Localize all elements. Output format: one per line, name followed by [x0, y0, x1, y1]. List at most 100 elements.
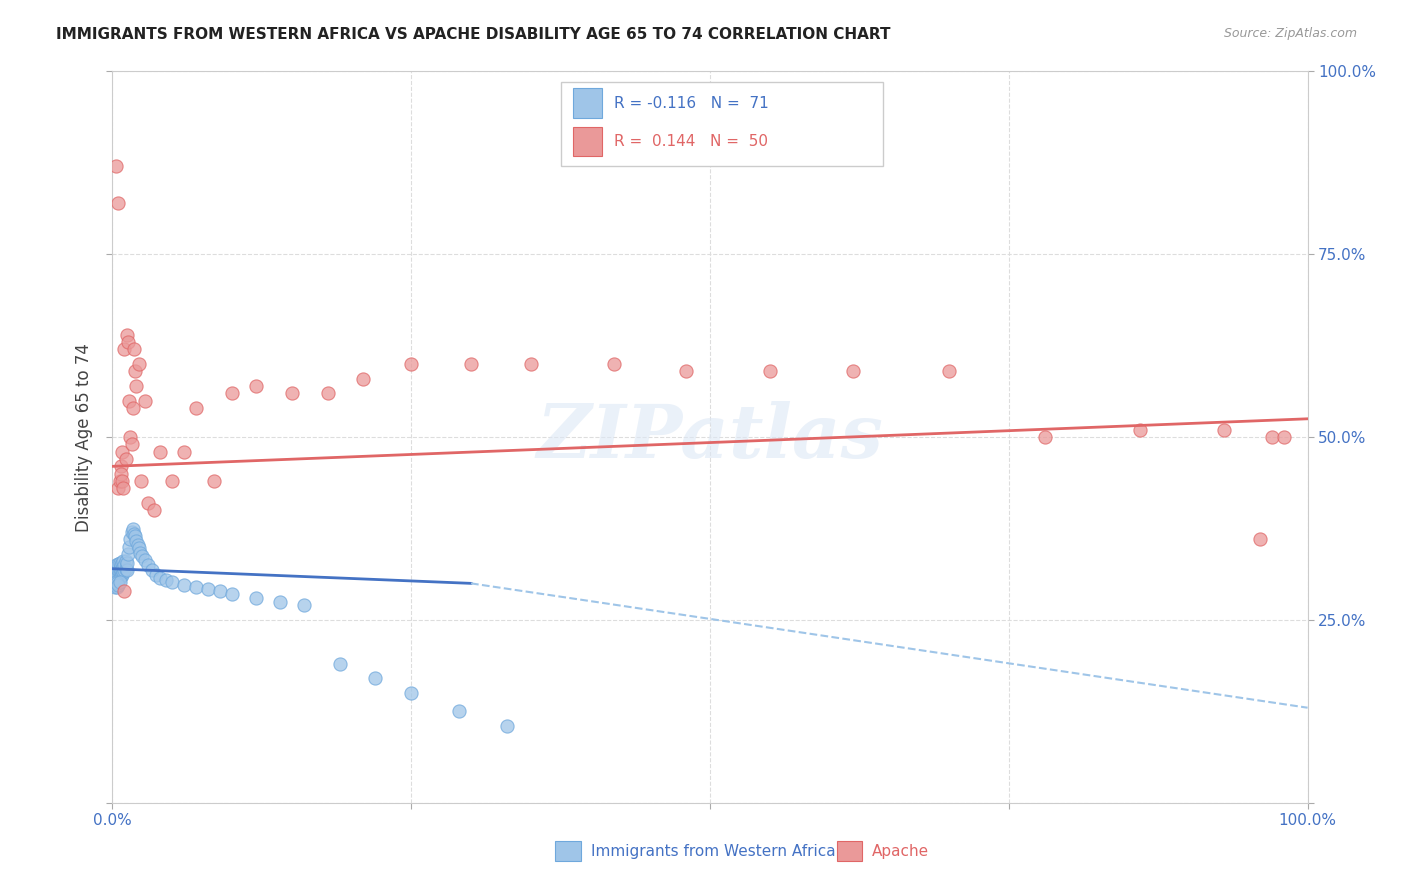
Point	[114, 583, 135, 598]
Point	[842, 364, 865, 378]
Point	[105, 560, 128, 574]
Point	[759, 364, 782, 378]
Point	[128, 357, 150, 371]
Point	[352, 371, 374, 385]
Point	[117, 547, 139, 561]
Point	[329, 657, 352, 671]
Point	[110, 467, 132, 481]
Point	[173, 444, 195, 458]
Point	[105, 570, 128, 584]
Point	[118, 540, 141, 554]
Point	[1033, 430, 1056, 444]
Point	[107, 578, 129, 592]
Point	[111, 444, 134, 458]
Point	[162, 574, 183, 589]
Point	[173, 578, 195, 592]
Point	[1213, 423, 1236, 437]
Point	[112, 481, 135, 495]
Point	[122, 343, 145, 357]
Point	[114, 562, 136, 576]
Text: R =  0.144   N =  50: R = 0.144 N = 50	[614, 134, 769, 149]
Point	[105, 574, 128, 589]
Point	[107, 481, 129, 495]
Y-axis label: Disability Age 65 to 74: Disability Age 65 to 74	[75, 343, 93, 532]
Point	[245, 591, 267, 605]
Point	[603, 357, 626, 371]
Point	[1261, 430, 1284, 444]
Point	[114, 452, 136, 467]
Point	[209, 584, 232, 599]
Point	[110, 558, 132, 573]
Point	[112, 554, 135, 568]
Point	[675, 364, 697, 378]
Point	[111, 567, 134, 582]
Point	[107, 196, 129, 211]
Point	[134, 393, 156, 408]
Point	[281, 386, 304, 401]
Point	[121, 525, 143, 540]
FancyBboxPatch shape	[572, 88, 603, 118]
Point	[124, 364, 146, 378]
Point	[141, 563, 163, 577]
Point	[108, 574, 131, 589]
Text: Immigrants from Western Africa: Immigrants from Western Africa	[591, 845, 835, 859]
FancyBboxPatch shape	[561, 82, 883, 167]
Text: Source: ZipAtlas.com: Source: ZipAtlas.com	[1223, 27, 1357, 40]
Point	[129, 474, 152, 488]
Point	[121, 401, 143, 415]
Point	[520, 357, 543, 371]
Point	[111, 562, 134, 576]
Point	[460, 357, 482, 371]
Point	[1272, 430, 1295, 444]
Point	[145, 567, 167, 582]
Point	[122, 526, 145, 541]
Point	[114, 343, 135, 357]
Point	[105, 558, 128, 573]
Point	[128, 541, 150, 556]
FancyBboxPatch shape	[572, 127, 603, 156]
Point	[104, 562, 127, 576]
Point	[186, 580, 208, 594]
Point	[131, 549, 153, 563]
Point	[105, 576, 128, 591]
Point	[120, 533, 142, 547]
Point	[108, 562, 131, 576]
Point	[110, 569, 132, 583]
Point	[114, 558, 135, 573]
Point	[127, 538, 149, 552]
Text: IMMIGRANTS FROM WESTERN AFRICA VS APACHE DISABILITY AGE 65 TO 74 CORRELATION CHA: IMMIGRANTS FROM WESTERN AFRICA VS APACHE…	[56, 27, 891, 42]
Point	[120, 430, 142, 444]
Point	[245, 379, 267, 393]
Point	[221, 587, 243, 601]
Text: R = -0.116   N =  71: R = -0.116 N = 71	[614, 95, 769, 111]
Point	[118, 393, 141, 408]
Point	[121, 521, 143, 535]
Text: Apache: Apache	[872, 845, 929, 859]
Point	[114, 563, 135, 577]
Point	[115, 327, 138, 342]
Point	[110, 563, 132, 577]
Point	[138, 496, 160, 510]
Point	[149, 444, 172, 458]
Point	[114, 554, 136, 568]
Point	[111, 474, 134, 488]
Point	[121, 437, 143, 451]
Point	[155, 573, 177, 587]
Point	[138, 558, 160, 573]
Point	[162, 474, 183, 488]
Point	[112, 560, 135, 574]
Point	[149, 570, 172, 584]
Point	[112, 566, 135, 580]
Point	[447, 705, 470, 719]
Point	[125, 533, 148, 548]
Point	[401, 357, 423, 371]
Point	[105, 580, 128, 594]
Point	[107, 558, 129, 572]
Point	[124, 529, 146, 543]
Point	[125, 379, 148, 393]
Point	[107, 573, 129, 587]
Point	[938, 364, 960, 378]
Point	[269, 594, 291, 608]
Point	[108, 474, 131, 488]
Point	[108, 556, 131, 570]
